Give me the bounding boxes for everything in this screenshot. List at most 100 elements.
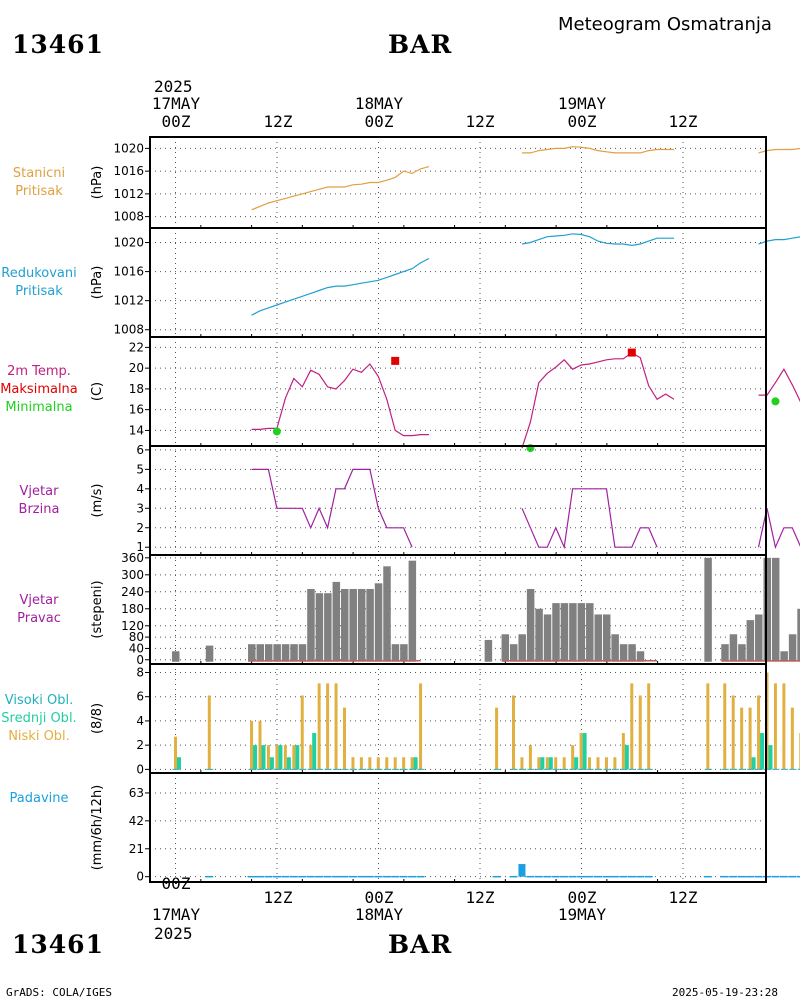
wind-direction-bar [518,634,526,662]
series-line-p4 [757,508,800,550]
panel-frame-p3 [149,336,767,447]
mid-cloud-bar [253,745,258,770]
low-cloud-bar [579,733,583,770]
station-name-bottom: BAR [388,930,453,959]
panel-label-line: Minimalna [5,399,73,415]
low-cloud-bar [757,695,761,770]
wind-direction-bar [586,603,594,662]
panel-label-line: 2m Temp. [7,363,71,379]
wind-direction-bar [341,588,349,662]
low-cloud-bar [300,695,304,770]
top-hour-3: 00Z [364,112,394,131]
low-cloud-bar [326,683,330,770]
wind-direction-bar [324,593,332,662]
low-cloud-bar [207,695,211,770]
low-cloud-bar [520,757,524,770]
precip-bar [518,864,526,877]
wind-direction-bar [273,644,281,662]
timestamp-label: 2025-05-19-23:28 [672,986,778,999]
low-cloud-bar [748,707,752,770]
y-tick-label: 22 [129,340,144,354]
wind-direction-bar [510,644,518,662]
low-cloud-bar [537,757,541,770]
panel-label-p7: Padavine [0,790,78,808]
wind-direction-bar [172,651,180,662]
bottom-hour-2: 12Z [263,888,293,907]
panel-label-p2: Redukovani Pritisak [0,265,78,301]
unit-label-p1: (hPa) [90,166,105,200]
wind-direction-bar [619,644,628,662]
series-line-p2 [521,233,674,247]
mid-cloud-bar [768,745,773,770]
mid-cloud-bar [413,757,418,770]
wind-direction-bar [721,644,729,662]
panel-label-line: Redukovani [1,265,77,281]
wind-direction-bar [526,588,535,662]
top-hour-6: 12Z [668,112,698,131]
y-tick-label: 6 [136,690,144,704]
low-cloud-bar [604,757,608,770]
bottom-hour-4: 12Z [465,888,495,907]
low-cloud-bar [309,745,313,770]
panel-label-line: Niski Obl. [8,728,70,744]
low-cloud-bar [419,683,423,770]
series-line-p4 [251,468,413,548]
credit-label: GrADS: COLA/IGES [6,986,112,999]
y-tick-label: 2 [136,738,144,752]
station-name-top: BAR [388,30,453,59]
y-tick-label: 1016 [113,164,144,178]
low-cloud-bar [385,757,389,770]
panel-label-line: Srednji Obl. [1,710,77,726]
mid-cloud-bar [548,757,553,770]
low-cloud-bar [554,757,558,770]
low-cloud-bar [393,757,397,770]
low-cloud-bar [334,683,338,770]
y-tick-label: 6 [136,443,144,457]
y-tick-label: 4 [136,714,144,728]
panel-label-line: Vjetar [19,483,59,499]
low-cloud-bar [731,695,735,770]
low-cloud-bar [250,720,254,770]
y-tick-label: 3 [136,501,144,515]
y-tick-label: 18 [129,382,144,396]
wind-direction-bar [602,614,611,662]
mid-cloud-bar [177,757,181,770]
panel-label-line: Visoki Obl. [4,692,74,708]
top-hour-1: 00Z [161,112,191,131]
top-hour-2: 12Z [263,112,293,131]
wind-direction-bar [315,593,324,662]
y-tick-label: 16 [129,403,144,417]
top-hour-5: 00Z [567,112,597,131]
wind-direction-bar [577,603,586,662]
low-cloud-bar [782,683,786,770]
y-tick-label: 20 [129,361,144,375]
low-cloud-bar [773,683,777,770]
wind-direction-bar [569,603,577,662]
y-tick-label: 360 [121,551,144,565]
wind-direction-bar [738,644,746,662]
wind-direction-bar [729,634,738,662]
top-hour-4: 12Z [465,112,495,131]
y-tick-label: 1008 [113,323,144,337]
y-tick-label: 42 [129,814,144,828]
bottom-hour-3: 00Z [364,888,394,907]
low-cloud-bar [571,745,575,770]
bottom-date-2: 18MAY [354,905,404,924]
mid-cloud-bar [582,733,587,770]
y-tick-label: 0 [136,653,144,667]
wind-direction-bar [535,608,543,662]
y-tick-label: 14 [129,423,144,437]
wind-direction-bar [391,644,400,662]
low-cloud-bar [292,745,296,770]
max-temp-marker [627,348,636,357]
y-tick-label: 1012 [113,294,144,308]
wind-direction-bar [357,588,366,662]
wind-direction-bar [704,557,712,662]
chart-title: Meteogram Osmatranja [558,14,772,35]
panel-label-line: Pritisak [15,183,63,199]
panel-frame-p7 [149,772,767,883]
mid-cloud-bar [751,757,756,770]
panel-label-line: Pritisak [15,283,63,299]
wind-direction-bar [374,583,383,662]
wind-direction-bar [560,603,569,662]
